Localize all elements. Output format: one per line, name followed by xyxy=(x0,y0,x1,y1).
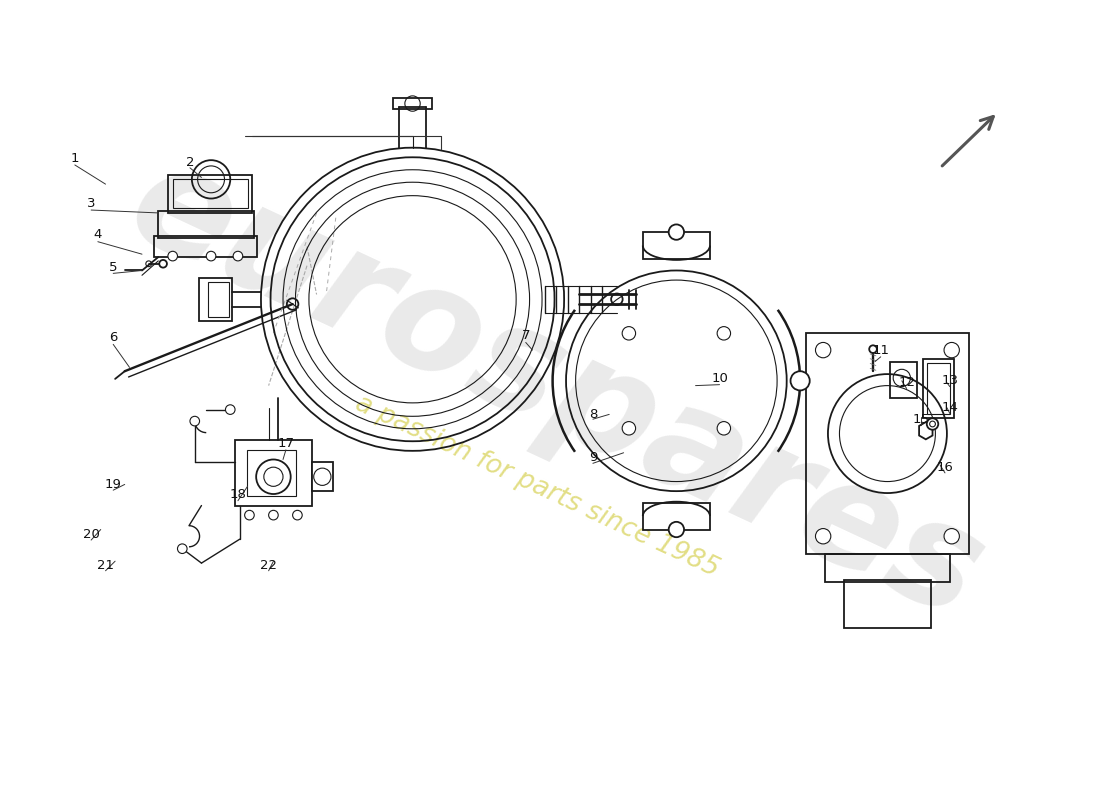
Circle shape xyxy=(190,416,199,426)
Text: 16: 16 xyxy=(936,461,954,474)
Text: 10: 10 xyxy=(711,372,728,386)
Circle shape xyxy=(207,251,216,261)
Circle shape xyxy=(717,326,730,340)
Text: 2: 2 xyxy=(186,155,195,169)
Bar xyxy=(246,450,296,496)
Text: 11: 11 xyxy=(872,344,889,357)
Bar xyxy=(825,554,949,582)
Circle shape xyxy=(623,326,636,340)
Text: a passion for parts since 1985: a passion for parts since 1985 xyxy=(351,390,724,582)
Bar xyxy=(173,179,248,208)
Bar xyxy=(394,98,431,110)
Text: 15: 15 xyxy=(913,413,930,426)
Circle shape xyxy=(944,529,959,544)
Bar xyxy=(235,440,311,506)
Circle shape xyxy=(717,422,730,435)
Text: 1: 1 xyxy=(70,152,79,165)
Text: 22: 22 xyxy=(260,558,277,571)
Text: 12: 12 xyxy=(898,376,915,390)
Bar xyxy=(642,232,710,259)
Circle shape xyxy=(869,346,877,353)
Bar xyxy=(806,333,969,554)
Bar xyxy=(311,462,333,491)
Text: 8: 8 xyxy=(588,408,597,421)
Text: 18: 18 xyxy=(230,487,246,501)
Circle shape xyxy=(168,251,177,261)
Circle shape xyxy=(233,251,243,261)
Bar xyxy=(158,211,254,238)
Text: 3: 3 xyxy=(87,197,96,210)
Circle shape xyxy=(669,522,684,537)
Bar xyxy=(154,236,257,257)
Circle shape xyxy=(268,510,278,520)
Bar xyxy=(168,174,252,213)
Text: 14: 14 xyxy=(942,401,958,414)
Circle shape xyxy=(623,422,636,435)
Bar xyxy=(642,502,710,530)
Text: 20: 20 xyxy=(82,528,100,541)
Circle shape xyxy=(244,510,254,520)
Circle shape xyxy=(669,225,684,240)
Circle shape xyxy=(815,342,830,358)
Bar xyxy=(890,362,917,398)
Circle shape xyxy=(927,418,938,430)
Text: 19: 19 xyxy=(104,478,122,491)
Text: 7: 7 xyxy=(521,330,530,342)
Text: 21: 21 xyxy=(97,558,114,571)
Bar xyxy=(845,580,931,628)
Bar xyxy=(927,362,949,414)
Text: 13: 13 xyxy=(942,374,958,387)
Circle shape xyxy=(177,544,187,554)
Text: 6: 6 xyxy=(109,331,118,344)
Text: 17: 17 xyxy=(277,437,295,450)
Text: 9: 9 xyxy=(588,451,597,464)
Circle shape xyxy=(293,510,303,520)
Text: 4: 4 xyxy=(94,229,102,242)
Circle shape xyxy=(944,342,959,358)
Bar xyxy=(208,282,229,318)
Bar xyxy=(923,358,954,418)
Bar xyxy=(199,278,232,322)
Text: 5: 5 xyxy=(109,261,118,274)
Circle shape xyxy=(226,405,235,414)
Text: eurospares: eurospares xyxy=(109,131,1004,650)
Circle shape xyxy=(791,371,810,390)
Circle shape xyxy=(815,529,830,544)
